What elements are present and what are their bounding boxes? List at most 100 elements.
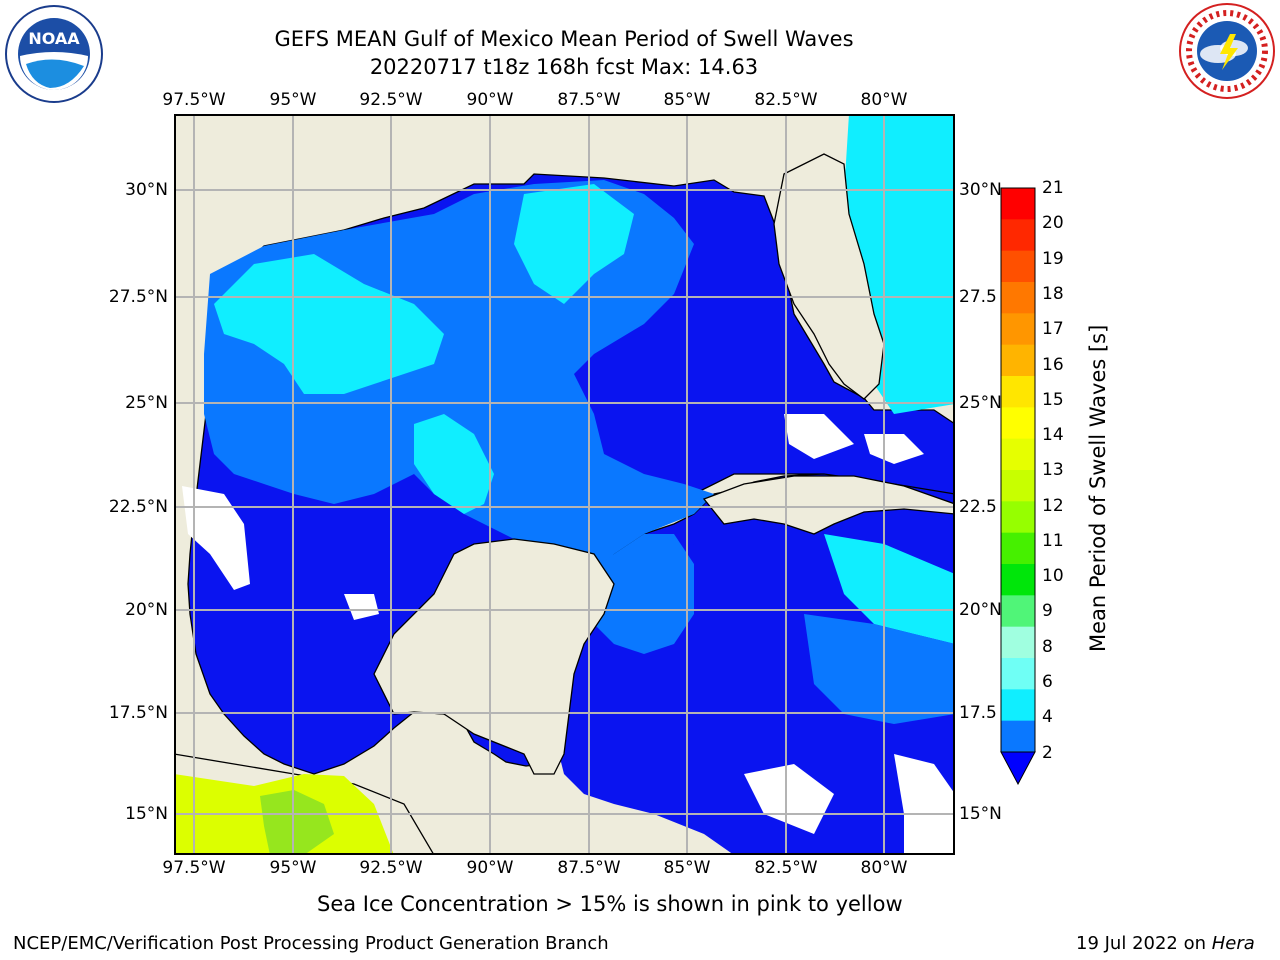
colorbar-swatch xyxy=(1001,188,1035,220)
colorbar-swatches xyxy=(1000,187,1036,786)
colorbar-swatch xyxy=(1001,689,1035,722)
colorbar-swatch xyxy=(1001,219,1035,252)
colorbar-border xyxy=(1000,187,1036,753)
lon-label-bottom: 92.5°W xyxy=(359,858,423,878)
colorbar-labels: 21 20 19 18 17 16 15 14 13 12 11 10 9 8 … xyxy=(1042,178,1102,778)
lon-label-top: 82.5°W xyxy=(754,90,818,110)
lat-label-left: 22.5°N xyxy=(108,497,168,517)
lat-label-left: 17.5°N xyxy=(108,703,168,723)
lon-label-top: 90°W xyxy=(466,90,514,110)
colorbar-swatch xyxy=(1001,438,1035,471)
sea-ice-note: Sea Ice Concentration > 15% is shown in … xyxy=(317,892,903,916)
colorbar-swatch xyxy=(1001,564,1035,596)
chart-title: GEFS MEAN Gulf of Mexico Mean Period of … xyxy=(274,27,854,51)
lat-label-left: 27.5°N xyxy=(108,287,168,307)
lon-label-bottom: 97.5°W xyxy=(162,858,226,878)
lat-label-left: 20°N xyxy=(125,600,168,620)
colorbar-tick-label: 19 xyxy=(1042,249,1064,269)
footer-host: Hera xyxy=(1211,933,1255,954)
colorbar-swatch xyxy=(1001,532,1035,565)
footer-credit: NCEP/EMC/Verification Post Processing Pr… xyxy=(13,933,609,954)
colorbar-tick-label: 6 xyxy=(1042,672,1053,692)
colorbar-tick-label: 16 xyxy=(1042,355,1064,375)
missing-data-patch xyxy=(864,434,924,464)
lon-label-bottom: 82.5°W xyxy=(754,858,818,878)
sea-ice-zone-green xyxy=(260,790,334,855)
gulf-of-mexico-map xyxy=(173,114,956,856)
chart-subtitle-run: 20220717 t18z 168h fcst Max: 14.63 xyxy=(369,55,759,79)
svg-text:NOAA: NOAA xyxy=(28,29,80,48)
colorbar-swatch xyxy=(1001,658,1035,690)
lon-label-bottom: 80°W xyxy=(860,858,908,878)
yucatan-peninsula xyxy=(373,538,615,775)
lon-label-top: 85°W xyxy=(663,90,711,110)
colorbar-swatch xyxy=(1001,282,1035,314)
lat-label-right: 20°N xyxy=(959,600,1002,620)
lat-label-right: 30°N xyxy=(959,180,1002,200)
colorbar-swatch xyxy=(1001,595,1035,628)
colorbar-tick-label: 12 xyxy=(1042,496,1064,516)
colorbar-swatch xyxy=(1001,501,1035,534)
colorbar-tick-label: 11 xyxy=(1042,531,1064,551)
lon-label-bottom: 90°W xyxy=(466,858,514,878)
colorbar-tick-label: 14 xyxy=(1042,425,1064,445)
colorbar-swatch xyxy=(1001,626,1035,659)
colorbar-tick-label: 20 xyxy=(1042,213,1064,233)
colorbar-tick-label: 10 xyxy=(1042,566,1064,586)
swell-period-zone-light-south xyxy=(414,414,494,514)
colorbar-swatch xyxy=(1001,344,1035,377)
map-plot-area xyxy=(173,114,956,856)
lat-label-left: 30°N xyxy=(125,180,168,200)
colorbar-swatch xyxy=(1001,250,1035,283)
missing-data-patch xyxy=(744,764,834,834)
colorbar-swatch xyxy=(1001,407,1035,440)
colorbar-tick-label: 17 xyxy=(1042,319,1064,339)
missing-data-patch xyxy=(894,754,955,855)
lat-label-left: 15°N xyxy=(125,804,168,824)
colorbar-tick-label: 2 xyxy=(1042,743,1053,763)
swell-period-zone-caribbean-east-mid xyxy=(804,614,955,724)
lon-label-top: 80°W xyxy=(860,90,908,110)
colorbar-tick-label: 4 xyxy=(1042,707,1053,727)
lat-label-right: 27.5 xyxy=(959,287,997,307)
missing-data-patch xyxy=(784,414,854,459)
colorbar-tick-label: 13 xyxy=(1042,460,1064,480)
lat-label-right: 17.5 xyxy=(959,703,997,723)
colorbar-swatch xyxy=(1001,376,1035,408)
lon-label-top: 97.5°W xyxy=(162,90,226,110)
lon-label-top: 95°W xyxy=(269,90,317,110)
lat-label-right: 25°N xyxy=(959,393,1002,413)
noaa-logo-icon: NOAA xyxy=(4,4,104,104)
footer-date-text: 19 Jul 2022 on xyxy=(1076,933,1212,954)
lon-label-top: 87.5°W xyxy=(557,90,621,110)
lat-label-right: 22.5 xyxy=(959,497,997,517)
nws-logo-icon xyxy=(1178,2,1276,100)
lon-label-bottom: 87.5°W xyxy=(557,858,621,878)
colorbar xyxy=(1000,187,1036,786)
missing-data-patch xyxy=(344,594,379,620)
colorbar-extend-triangle xyxy=(1000,751,1036,786)
colorbar-swatch xyxy=(1001,720,1035,753)
swell-period-zone-light-center xyxy=(514,184,634,304)
footer-date: 19 Jul 2022 on Hera xyxy=(1076,933,1255,955)
map-frame xyxy=(174,114,955,855)
grid-lines xyxy=(174,114,955,855)
colorbar-swatch xyxy=(1001,313,1035,346)
lat-label-right: 15°N xyxy=(959,804,1002,824)
colorbar-tick-label: 21 xyxy=(1042,178,1064,198)
cuba-island xyxy=(702,475,956,535)
lon-label-bottom: 95°W xyxy=(269,858,317,878)
lon-label-top: 92.5°W xyxy=(359,90,423,110)
lat-label-left: 25°N xyxy=(125,393,168,413)
swell-period-zone-caribbean-mid xyxy=(574,534,694,654)
colorbar-title: Mean Period of Swell Waves [s] xyxy=(1086,324,1110,652)
missing-data-patch xyxy=(182,486,250,590)
lon-label-bottom: 85°W xyxy=(663,858,711,878)
colorbar-tick-label: 18 xyxy=(1042,284,1064,304)
colorbar-tick-label: 15 xyxy=(1042,390,1064,410)
colorbar-tick-label: 9 xyxy=(1042,601,1053,621)
swell-period-zone-caribbean-east xyxy=(824,534,955,644)
swell-period-zone-light-west xyxy=(214,254,444,394)
colorbar-tick-label: 8 xyxy=(1042,637,1053,657)
colorbar-swatch xyxy=(1001,470,1035,502)
